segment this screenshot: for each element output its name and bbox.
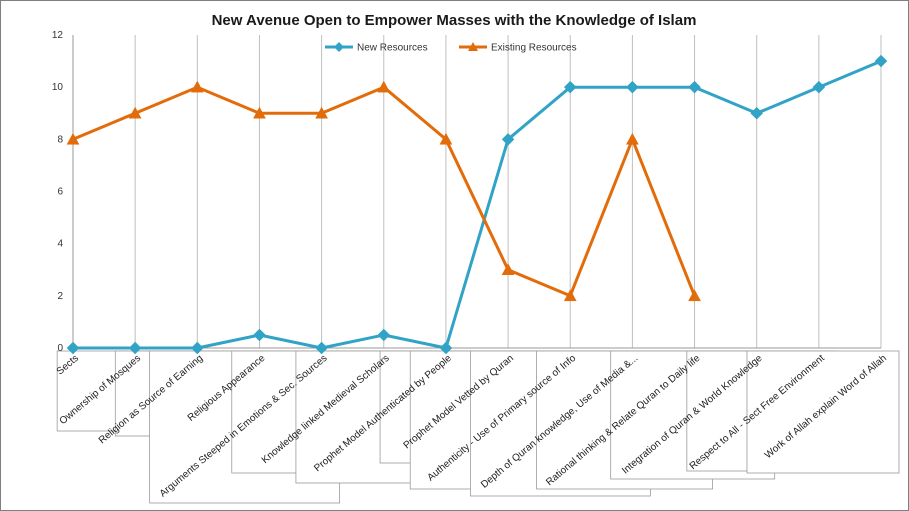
series-markers bbox=[66, 54, 888, 355]
legend: New Resources Existing Resources bbox=[325, 42, 577, 54]
data-point-existing-resources bbox=[315, 106, 329, 119]
category-label-box bbox=[746, 350, 900, 474]
category-label-boxes bbox=[56, 350, 900, 504]
data-point-existing-resources bbox=[190, 80, 204, 93]
y-tick-label: 12 bbox=[52, 30, 64, 41]
data-point-existing-resources bbox=[501, 263, 515, 275]
data-point-new-resources bbox=[750, 106, 764, 120]
y-tick-label: 4 bbox=[57, 239, 63, 250]
data-point-new-resources bbox=[128, 341, 142, 355]
legend-marker-triangle bbox=[468, 42, 478, 51]
y-tick-label: 2 bbox=[57, 291, 63, 302]
axes bbox=[72, 35, 881, 349]
y-tick-label: 10 bbox=[52, 82, 64, 93]
data-point-new-resources bbox=[253, 328, 266, 342]
data-point-existing-resources bbox=[377, 80, 391, 93]
gridlines bbox=[134, 35, 882, 348]
data-point-existing-resources bbox=[253, 106, 266, 119]
data-point-existing-resources bbox=[625, 132, 639, 145]
data-point-new-resources bbox=[377, 328, 391, 342]
series-lines bbox=[72, 59, 882, 350]
data-point-new-resources bbox=[315, 341, 328, 355]
y-tick-label: 0 bbox=[57, 343, 63, 354]
legend-marker-diamond bbox=[334, 42, 344, 52]
data-point-existing-resources bbox=[439, 132, 453, 145]
data-point-existing-resources bbox=[688, 289, 701, 302]
data-point-new-resources bbox=[688, 80, 701, 94]
y-tick-label: 8 bbox=[57, 134, 63, 145]
series-line-new-resources bbox=[73, 59, 882, 350]
data-point-new-resources bbox=[501, 132, 515, 146]
data-point-new-resources bbox=[812, 80, 826, 94]
data-point-new-resources bbox=[190, 341, 204, 355]
y-tick-labels: 0 2 4 6 8 10 12 bbox=[52, 30, 64, 354]
legend-label: Existing Resources bbox=[491, 43, 577, 54]
data-point-existing-resources bbox=[128, 106, 142, 119]
data-point-new-resources bbox=[439, 341, 453, 355]
data-point-new-resources bbox=[563, 80, 577, 94]
data-point-new-resources bbox=[874, 54, 888, 68]
data-point-new-resources bbox=[66, 341, 80, 355]
data-point-existing-resources bbox=[66, 132, 80, 145]
legend-label: New Resources bbox=[357, 43, 428, 54]
data-point-existing-resources bbox=[563, 289, 577, 302]
y-tick-label: 6 bbox=[57, 187, 63, 198]
chart-title: New Avenue Open to Empower Masses with t… bbox=[212, 12, 697, 29]
data-point-new-resources bbox=[626, 80, 639, 94]
